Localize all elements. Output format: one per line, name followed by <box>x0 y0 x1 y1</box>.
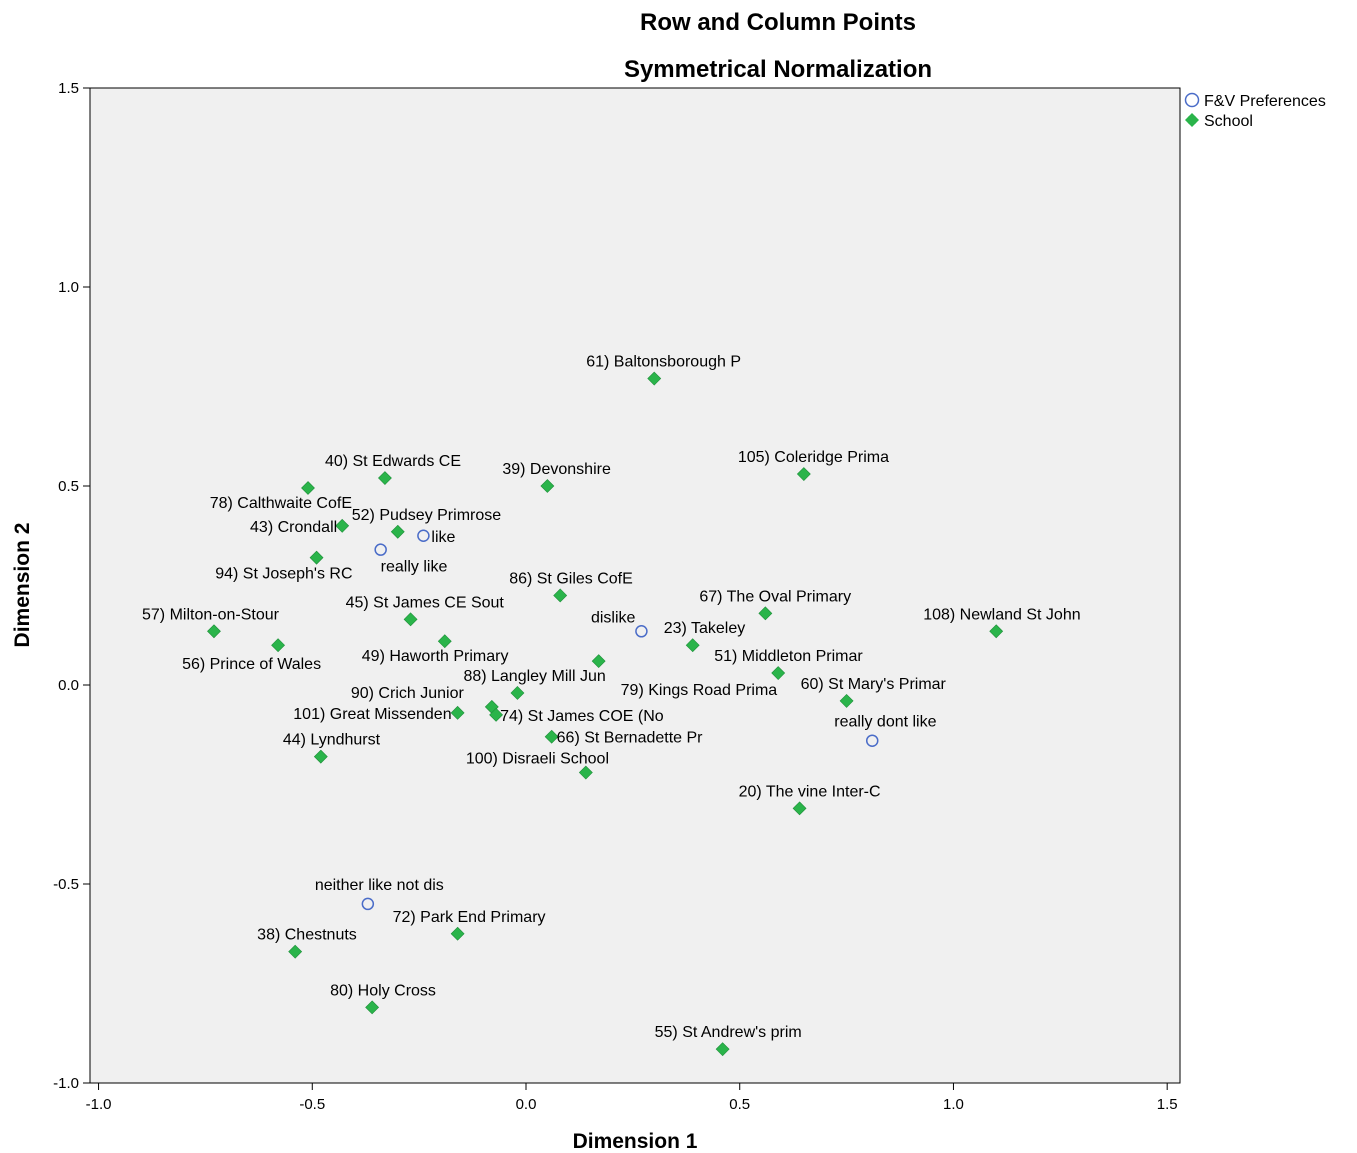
point-school <box>758 606 773 621</box>
school-label: 72) Park End Primary <box>393 909 546 926</box>
point-school <box>313 749 328 764</box>
x-tick-label: 1.0 <box>943 1096 964 1113</box>
school-label: 90) Crich Junior <box>351 685 465 702</box>
x-tick-label: -0.5 <box>299 1096 325 1113</box>
school-label: 52) Pudsey Primrose <box>352 507 501 524</box>
y-tick-label: -1.0 <box>53 1075 79 1092</box>
point-school <box>271 638 286 653</box>
plot-area <box>89 87 1181 1084</box>
y-tick-label: 0.0 <box>58 677 79 694</box>
school-label: 44) Lyndhurst <box>283 732 381 749</box>
school-label: 39) Devonshire <box>502 461 611 478</box>
school-label: 38) Chestnuts <box>257 927 357 944</box>
point-school <box>450 705 465 720</box>
school-label: 105) Coleridge Prima <box>738 449 889 466</box>
point-school <box>685 638 700 653</box>
y-axis-title: Dimension 2 <box>11 523 34 648</box>
school-label: 86) St Giles CofE <box>509 570 633 587</box>
school-label: 51) Middleton Primar <box>714 648 863 665</box>
point-fv-preference <box>361 897 375 911</box>
school-label: 108) Newland St John <box>923 606 1080 623</box>
point-school <box>540 479 555 493</box>
point-school <box>989 624 1004 639</box>
legend-label: School <box>1204 113 1253 130</box>
fv-preference-label: like <box>431 529 455 546</box>
school-label: 49) Haworth Primary <box>362 648 509 665</box>
school-label: 88) Langley Mill Jun <box>463 668 605 685</box>
x-tick-label: -1.0 <box>86 1096 112 1113</box>
point-school <box>647 371 662 386</box>
point-school <box>437 634 452 649</box>
point-school <box>553 588 568 603</box>
legend-circle-icon <box>1184 92 1200 108</box>
y-axis: -1.0 -0.5 0.0 0.5 1.0 1.5 <box>53 80 90 1092</box>
y-tick-label: 0.5 <box>58 478 79 495</box>
point-school <box>403 612 418 627</box>
y-tick-label: -0.5 <box>53 876 79 893</box>
fv-preference-label: neither like not dis <box>315 877 444 894</box>
point-fv-preference <box>865 734 879 747</box>
y-tick-label: 1.5 <box>58 80 79 97</box>
legend-label: F&V Preferences <box>1204 93 1326 110</box>
point-school <box>450 926 465 941</box>
school-label: 66) St Bernadette Pr <box>557 730 704 747</box>
chart-subtitle: Symmetrical Normalization <box>624 56 932 83</box>
x-axis: -1.0 -0.5 0.0 0.5 1.0 1.5 <box>86 1083 1178 1113</box>
point-school <box>378 471 392 485</box>
point-school <box>544 729 559 744</box>
point-fv-preference <box>374 543 387 556</box>
point-school <box>578 765 593 780</box>
point-school <box>288 944 303 959</box>
school-label: 61) Baltonsborough P <box>586 354 741 371</box>
point-school <box>839 693 854 708</box>
school-label: 23) Takeley <box>664 620 746 637</box>
point-school <box>301 481 315 495</box>
school-label: 80) Holy Cross <box>330 982 436 999</box>
x-tick-label: 0.0 <box>516 1096 537 1113</box>
fv-preference-label: really dont like <box>834 714 936 731</box>
school-label: 101) Great Missenden <box>293 706 451 723</box>
point-school <box>591 654 606 669</box>
y-tick-label: 1.0 <box>58 279 79 296</box>
school-label: 78) Calthwaite CofE <box>210 495 352 512</box>
school-label: 43) Crondall <box>250 519 337 536</box>
data-points: like really like dislike really dont like ne… <box>142 354 1081 1057</box>
point-fv-preference <box>635 625 648 638</box>
fv-preference-label: dislike <box>591 609 636 626</box>
point-school <box>390 524 405 539</box>
school-label: 74) St James COE (No <box>500 708 664 725</box>
school-label: 40) St Edwards CE <box>325 453 461 470</box>
point-school <box>796 467 811 481</box>
point-school <box>207 624 221 639</box>
school-label: 79) Kings Road Prima <box>621 682 778 699</box>
point-school <box>335 518 350 533</box>
school-label: 57) Milton-on-Stour <box>142 606 280 623</box>
point-school <box>365 1000 380 1015</box>
fv-preference-label: really like <box>381 559 448 576</box>
school-label: 20) The vine Inter-C <box>739 783 881 800</box>
school-label: 100) Disraeli School <box>466 751 609 768</box>
point-fv-preference <box>417 529 430 542</box>
school-label: 94) St Joseph's RC <box>215 566 352 583</box>
x-axis-title: Dimension 1 <box>573 1130 698 1153</box>
point-school <box>309 550 324 565</box>
school-label: 56) Prince of Wales <box>182 656 321 673</box>
point-school <box>715 1042 730 1057</box>
x-tick-label: 1.5 <box>1157 1096 1178 1113</box>
legend: F&V Preferences School <box>1184 92 1326 130</box>
school-label: 60) St Mary's Primar <box>801 676 947 693</box>
school-label: 55) St Andrew's prim <box>655 1024 802 1041</box>
school-label: 67) The Oval Primary <box>699 588 851 605</box>
point-school <box>489 707 504 722</box>
x-tick-label: 0.5 <box>729 1096 750 1113</box>
legend-diamond-fill <box>1187 115 1197 125</box>
point-school <box>510 686 525 700</box>
point-school <box>792 801 807 816</box>
point-school <box>771 666 786 680</box>
chart-title: Row and Column Points <box>640 9 916 36</box>
school-label: 45) St James CE Sout <box>346 594 505 611</box>
